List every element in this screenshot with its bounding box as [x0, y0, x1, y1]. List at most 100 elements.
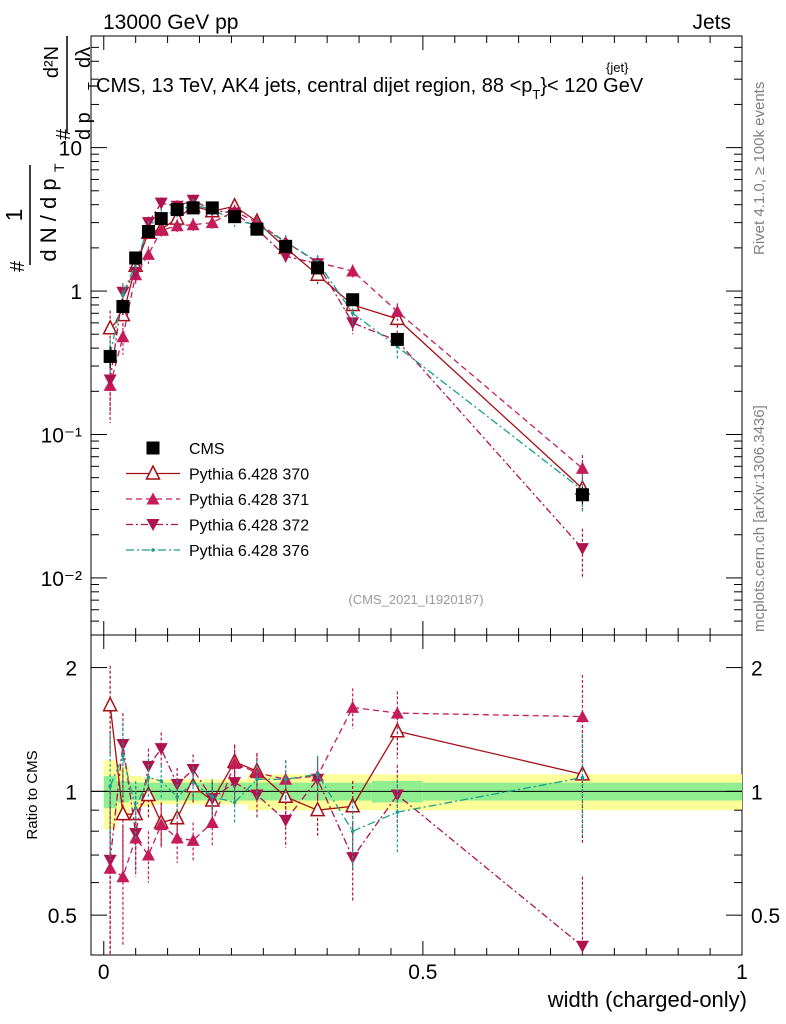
ylabel-part-1: d N / d p — [36, 178, 61, 261]
data-point — [389, 309, 406, 326]
header-right: Jets — [692, 11, 731, 34]
ratio-point — [346, 700, 360, 713]
data-point — [390, 332, 404, 346]
series-line — [109, 199, 583, 550]
data-point — [311, 261, 325, 275]
ratio-point — [232, 800, 237, 805]
ratio-point — [279, 814, 293, 827]
legend-entry: Pythia 6.428 376 — [126, 543, 309, 560]
ratio-point — [116, 870, 130, 883]
x-tick-label: 1 — [736, 961, 748, 984]
ratio-point — [103, 854, 117, 867]
y-tick-label: 1 — [70, 281, 82, 304]
ratio-series-pythia-6.428-376 — [108, 722, 585, 869]
y-tick-label: 10⁻¹ — [41, 424, 82, 447]
ratio-point — [315, 772, 320, 777]
rivet-label: Rivet 4.1.0, ≥ 100k events — [751, 82, 768, 255]
data-point — [205, 201, 219, 215]
ratio-y-tick-label-right: 2 — [751, 658, 763, 681]
ratio-y-tick-label-right: 0.5 — [751, 905, 780, 928]
main-title: CMS, 13 TeV, AK4 jets, central dijet reg… — [96, 75, 644, 102]
series-pythia-6.428-376 — [108, 198, 585, 512]
ratio-point — [575, 710, 589, 723]
ylabel-part-0: 1 — [1, 209, 27, 222]
legend-entry: Pythia 6.428 370 — [126, 464, 309, 484]
legend-label: Pythia 6.428 376 — [189, 543, 309, 560]
data-point — [346, 317, 360, 330]
ratio-point — [108, 784, 112, 788]
ratio-point — [154, 818, 168, 831]
data-point — [170, 219, 184, 232]
legend-marker — [146, 492, 160, 505]
main-series — [102, 194, 591, 578]
ratio-point — [210, 794, 215, 799]
ratio-point — [141, 848, 155, 861]
ratio-bands — [103, 760, 742, 829]
data-point — [575, 461, 589, 474]
axes: 0 0.5 1 10⁻² 10⁻¹ 1 10 0.5 0.5 1 1 2 2 — [41, 35, 780, 984]
data-point — [250, 222, 264, 236]
mcplots-label: mcplots.cern.ch [arXiv:1306.3436] — [751, 405, 768, 632]
x-tick-label: 0 — [98, 961, 110, 984]
ratio-point — [133, 806, 138, 810]
series-cms — [103, 201, 589, 504]
series-line — [109, 210, 583, 469]
ratio-point — [205, 793, 219, 806]
data-point — [141, 225, 155, 239]
xlabel: width (charged-only) — [547, 987, 747, 1012]
data-point — [141, 247, 155, 260]
data-point — [186, 201, 200, 215]
ylabel-part-5: d p — [73, 112, 95, 140]
data-point — [154, 197, 168, 210]
main-title-sub: T — [532, 87, 540, 102]
data-point — [575, 488, 589, 502]
ratio-point — [311, 773, 325, 786]
main-title-sup: {jet} — [606, 60, 629, 75]
ratio-point — [129, 827, 143, 840]
ratio-point — [350, 829, 355, 834]
data-point — [121, 292, 125, 297]
ratio-point — [580, 775, 585, 780]
data-point — [186, 218, 200, 231]
data-point — [154, 212, 168, 226]
ratio-point — [228, 777, 242, 790]
legend-marker — [146, 519, 160, 531]
ratio-point — [115, 805, 131, 821]
data-point — [102, 319, 118, 335]
data-point — [575, 543, 589, 556]
ratio-point — [186, 833, 200, 846]
watermark: (CMS_2021_I1920187) — [348, 592, 483, 607]
data-point — [170, 203, 184, 217]
ratio-point — [255, 777, 259, 782]
legend-label: Pythia 6.428 372 — [189, 518, 309, 535]
ratio-point — [390, 706, 404, 719]
data-point — [103, 374, 117, 387]
ratio-series — [102, 665, 591, 955]
y-tick-label: 10⁻² — [41, 568, 82, 591]
ratio-point — [395, 810, 400, 814]
legend-label: Pythia 6.428 371 — [189, 492, 309, 509]
ratio-point — [191, 780, 195, 785]
data-point — [346, 293, 360, 307]
legend-marker — [146, 441, 160, 455]
ratio-point — [141, 760, 155, 773]
ratio-point — [309, 800, 326, 817]
ylabel-part-8: # — [53, 128, 75, 140]
data-point — [390, 305, 404, 318]
ratio-y-tick-label: 0.5 — [48, 905, 77, 928]
data-point — [346, 264, 360, 277]
y-tick-label: 10 — [59, 138, 82, 161]
x-tick-label: 0.5 — [408, 961, 437, 984]
legend-marker — [145, 464, 161, 480]
ratio-point — [170, 831, 184, 844]
ratio-point — [575, 940, 589, 953]
legend-entry: CMS — [146, 441, 225, 458]
ratio-point — [205, 815, 219, 828]
legend-entry: Pythia 6.428 371 — [126, 492, 309, 509]
data-point — [205, 216, 219, 229]
ylabel-part-2: T — [51, 163, 67, 172]
series-line — [109, 204, 583, 491]
ratio-point — [283, 777, 288, 782]
main-title-prefix: CMS, 13 TeV, AK4 jets, central dijet reg… — [96, 75, 532, 97]
